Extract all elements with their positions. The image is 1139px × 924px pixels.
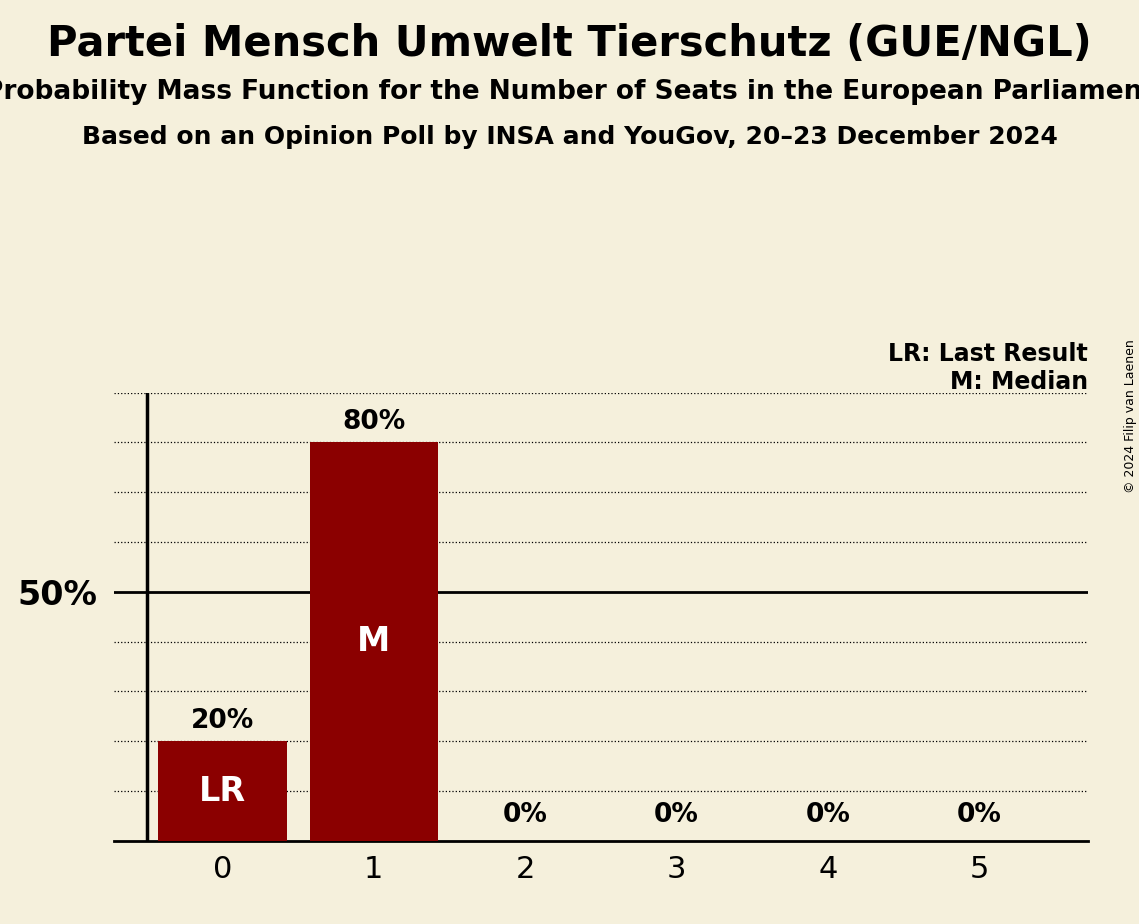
Text: 0%: 0%: [805, 802, 850, 829]
Text: Based on an Opinion Poll by INSA and YouGov, 20–23 December 2024: Based on an Opinion Poll by INSA and You…: [82, 125, 1057, 149]
Text: 0%: 0%: [957, 802, 1001, 829]
Bar: [158, 741, 287, 841]
Text: Partei Mensch Umwelt Tierschutz (GUE/NGL): Partei Mensch Umwelt Tierschutz (GUE/NGL…: [47, 23, 1092, 65]
Bar: [310, 443, 439, 841]
Text: M: Median: M: Median: [950, 370, 1088, 394]
Text: LR: LR: [199, 774, 246, 808]
Text: 0%: 0%: [654, 802, 699, 829]
Text: Probability Mass Function for the Number of Seats in the European Parliament: Probability Mass Function for the Number…: [0, 79, 1139, 104]
Text: LR: Last Result: LR: Last Result: [888, 342, 1088, 366]
Text: 20%: 20%: [191, 708, 254, 734]
Text: © 2024 Filip van Laenen: © 2024 Filip van Laenen: [1124, 339, 1137, 492]
Text: 80%: 80%: [342, 409, 405, 435]
Text: M: M: [358, 626, 391, 658]
Text: 0%: 0%: [502, 802, 548, 829]
